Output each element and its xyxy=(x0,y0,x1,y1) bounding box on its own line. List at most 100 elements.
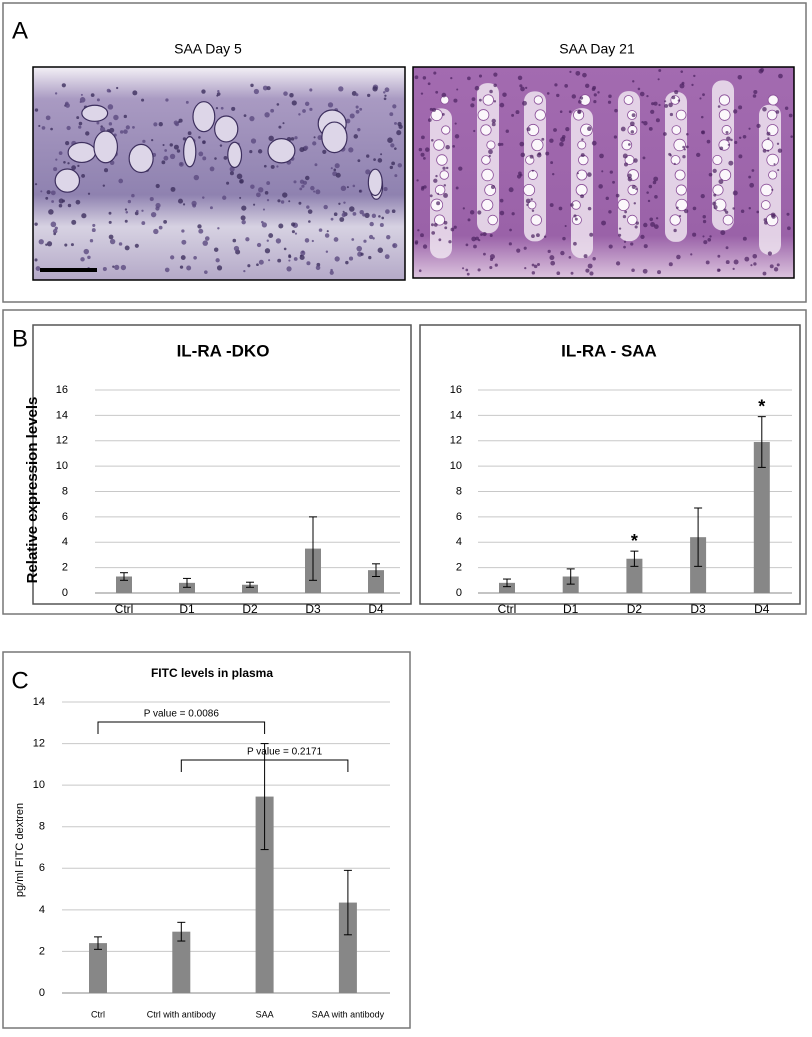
nucleus xyxy=(533,264,538,269)
nucleus xyxy=(469,210,475,215)
nucleus xyxy=(360,252,364,256)
nucleus xyxy=(124,208,128,211)
nucleus xyxy=(293,257,298,261)
nucleus xyxy=(34,258,38,262)
nucleus xyxy=(334,163,340,169)
nucleus xyxy=(262,208,266,211)
bar xyxy=(89,943,107,993)
y-tick-label: 12 xyxy=(56,435,68,447)
nucleus xyxy=(109,127,115,133)
goblet-cell xyxy=(434,214,446,226)
nucleus xyxy=(433,178,438,183)
nucleus xyxy=(614,108,618,113)
nucleus xyxy=(162,143,165,147)
nucleus xyxy=(355,105,359,109)
nucleus xyxy=(679,83,685,89)
nucleus xyxy=(219,144,223,147)
nucleus xyxy=(738,136,742,140)
nucleus xyxy=(158,122,163,127)
nucleus xyxy=(80,257,85,262)
nucleus xyxy=(416,179,419,182)
nucleus xyxy=(108,234,114,240)
goblet-cell xyxy=(481,168,494,182)
nucleus xyxy=(565,127,570,132)
nucleus xyxy=(423,185,427,189)
nucleus xyxy=(132,90,138,96)
nucleus xyxy=(229,171,234,176)
nucleus xyxy=(663,132,667,136)
nucleus xyxy=(197,224,202,229)
nucleus xyxy=(776,142,780,145)
nucleus xyxy=(658,69,662,72)
nucleus xyxy=(522,100,527,106)
nucleus xyxy=(549,138,554,143)
nucleus xyxy=(392,244,396,247)
nucleus xyxy=(299,179,305,184)
gland xyxy=(367,168,383,197)
nucleus xyxy=(568,256,572,259)
gland xyxy=(183,135,197,168)
nucleus xyxy=(556,271,561,276)
nucleus xyxy=(53,232,57,236)
nucleus xyxy=(712,201,717,206)
chart-frame xyxy=(419,324,801,605)
nucleus xyxy=(546,92,550,95)
nucleus xyxy=(391,209,396,214)
nucleus xyxy=(766,131,771,136)
nucleus xyxy=(87,192,91,195)
nucleus xyxy=(353,134,359,139)
nucleus xyxy=(66,125,71,131)
nucleus xyxy=(50,127,53,131)
nucleus xyxy=(351,238,355,241)
nucleus xyxy=(125,125,130,130)
nucleus xyxy=(108,122,113,126)
y-tick-label: 12 xyxy=(33,737,45,749)
y-tick-label: 8 xyxy=(456,485,462,497)
nucleus xyxy=(732,267,735,271)
nucleus xyxy=(54,226,58,230)
nucleus xyxy=(570,203,574,207)
nucleus xyxy=(201,89,206,94)
nucleus xyxy=(749,182,755,188)
y-tick-label: 12 xyxy=(450,435,462,447)
nucleus xyxy=(480,233,483,236)
nucleus xyxy=(751,169,755,172)
nucleus xyxy=(605,196,609,201)
nucleus xyxy=(239,196,242,199)
nucleus xyxy=(683,209,689,214)
nucleus xyxy=(256,263,259,267)
nucleus xyxy=(777,148,783,153)
bar xyxy=(626,558,643,593)
nucleus xyxy=(553,128,557,132)
nucleus xyxy=(686,132,689,136)
nucleus xyxy=(462,207,465,210)
nucleus xyxy=(634,225,638,229)
y-tick-label: 8 xyxy=(62,485,68,497)
nucleus xyxy=(268,233,274,239)
nucleus xyxy=(643,222,648,228)
y-tick-label: 2 xyxy=(62,562,68,574)
nucleus xyxy=(377,247,384,253)
nucleus xyxy=(651,102,655,106)
nucleus xyxy=(681,81,685,85)
goblet-cell xyxy=(718,94,731,106)
nucleus xyxy=(96,121,100,125)
nucleus xyxy=(573,214,577,218)
nucleus xyxy=(683,148,686,151)
gland xyxy=(67,141,97,164)
nucleus xyxy=(294,232,298,235)
nucleus xyxy=(558,206,563,211)
nucleus xyxy=(83,248,90,255)
x-tick-label: Ctrl xyxy=(91,1009,105,1019)
nucleus xyxy=(658,103,661,107)
nucleus xyxy=(643,121,648,126)
nucleus xyxy=(669,112,674,117)
nucleus xyxy=(34,183,38,186)
nucleus xyxy=(752,94,757,98)
nucleus xyxy=(222,195,227,200)
nucleus xyxy=(181,239,187,245)
nucleus xyxy=(170,255,175,260)
nucleus xyxy=(771,214,776,219)
nucleus xyxy=(216,265,223,271)
nucleus xyxy=(282,192,288,198)
